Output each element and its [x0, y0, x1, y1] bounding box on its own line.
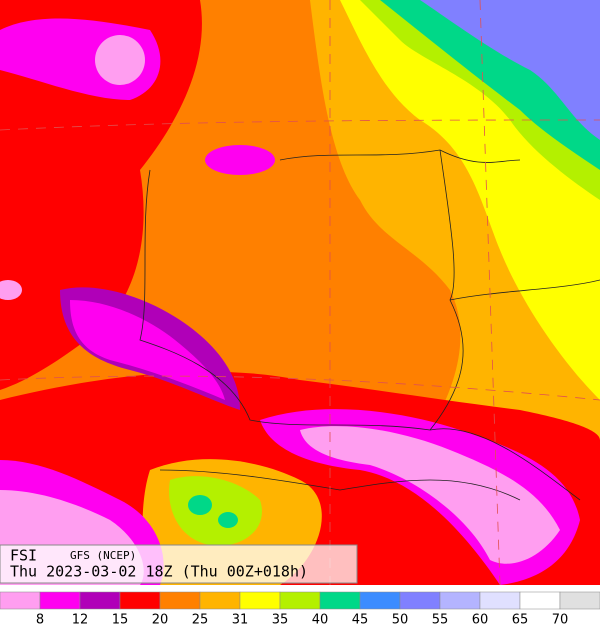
field-zone	[188, 495, 212, 515]
legend-swatch	[279, 591, 321, 610]
legend-swatch	[399, 591, 441, 610]
legend-label: 55	[432, 613, 449, 628]
legend-label: 40	[312, 613, 329, 628]
legend-label: 15	[112, 613, 129, 628]
legend-swatch	[359, 591, 401, 610]
grid-line	[479, 0, 501, 586]
legend-swatch	[119, 591, 161, 610]
info-panel	[0, 544, 358, 584]
model-name: GFS (NCEP)	[70, 549, 136, 562]
legend-label: 25	[192, 613, 209, 628]
legend-label: 70	[552, 613, 569, 628]
map-field	[0, 0, 600, 585]
valid-time: Thu 2023-03-02 18Z (Thu 00Z+018h)	[10, 563, 308, 581]
field-zone	[95, 35, 145, 85]
legend-swatch	[479, 591, 521, 610]
legend-swatch	[439, 591, 481, 610]
legend-label: 65	[512, 613, 529, 628]
info-box: FSI GFS (NCEP) Thu 2023-03-02 18Z (Thu 0…	[0, 544, 358, 584]
legend-swatch	[159, 591, 201, 610]
field-zone	[0, 280, 22, 300]
legend-label: 60	[472, 613, 489, 628]
legend-swatch	[519, 591, 561, 610]
legend-swatch	[239, 591, 281, 610]
legend-swatch	[39, 591, 81, 610]
border-line	[139, 169, 581, 501]
legend-swatch	[0, 591, 41, 610]
legend-label: 12	[72, 613, 89, 628]
field-zone	[205, 145, 275, 175]
color-legend: 8 12 15 20 25 31 35 40 45 50 55 60 65 70	[0, 591, 600, 628]
legend-swatch	[199, 591, 241, 610]
legend-label: 45	[352, 613, 369, 628]
legend-label: 31	[232, 613, 249, 628]
field-zone	[218, 512, 238, 528]
field-zone	[0, 0, 202, 390]
legend-label: 8	[36, 613, 44, 628]
borders	[139, 149, 600, 501]
product-title: FSI	[10, 547, 37, 565]
border-line	[449, 279, 600, 301]
field-zone	[300, 426, 560, 564]
field-zone	[169, 476, 262, 546]
border-line	[159, 469, 521, 501]
legend-label: 20	[152, 613, 169, 628]
legend-label: 35	[272, 613, 289, 628]
legend-swatch	[559, 591, 600, 610]
legend-swatch	[319, 591, 361, 610]
graticule	[0, 0, 600, 586]
field-zone	[70, 300, 225, 400]
field-zone	[420, 0, 600, 140]
legend-swatch	[79, 591, 121, 610]
legend-label: 50	[392, 613, 409, 628]
border-line	[279, 149, 521, 163]
